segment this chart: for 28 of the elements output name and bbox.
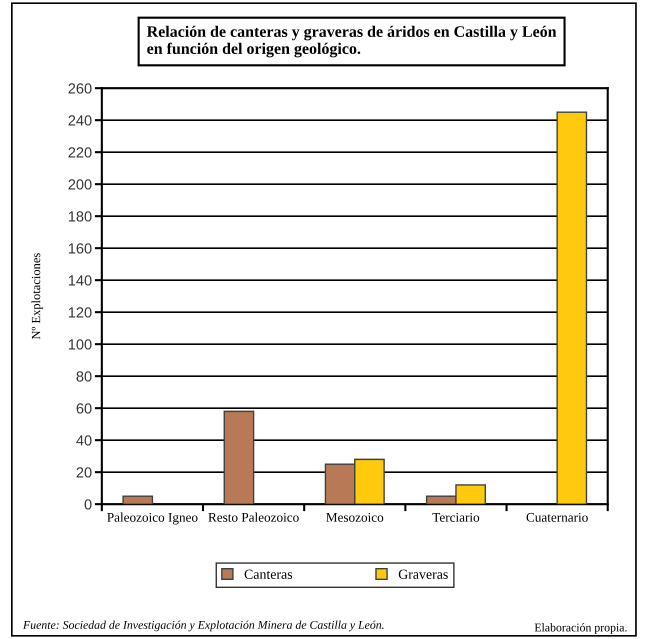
x-tick-label: Cuaternario: [526, 512, 588, 522]
y-tick-label: 260: [68, 83, 92, 94]
y-tick-label: 180: [68, 211, 92, 222]
y-tick-label: 20: [76, 467, 92, 478]
source-note: Fuente: Sociedad de Investigación y Explotación Minera de Castilla y León.: [22, 620, 384, 632]
x-tick-label: Mesozoico: [326, 512, 384, 522]
bar: [556, 111, 588, 504]
y-tick-label: 60: [76, 403, 92, 414]
y-tick-label: 160: [68, 243, 92, 254]
x-tick-label: Terciario: [432, 512, 480, 522]
y-tick-label: 140: [68, 275, 92, 286]
x-tick-label: Paleozoico Igneo: [107, 512, 198, 525]
y-tick-label: 200: [68, 179, 92, 190]
x-tick-label: Resto Paleozoico: [208, 512, 299, 522]
bar: [224, 410, 254, 504]
legend-label: Canteras: [244, 570, 292, 579]
chart-title: Relación de canteras y graveras de áridos en Castilla y León en función del origen geológico.: [146, 26, 556, 58]
y-tick-label: 120: [68, 307, 92, 318]
legend-label: Graveras: [398, 570, 448, 579]
y-tick-label: 40: [76, 435, 92, 446]
y-tick-label: 240: [68, 115, 92, 126]
y-tick-label: 0: [84, 499, 92, 510]
y-tick-label: 220: [68, 147, 92, 158]
bar: [122, 495, 154, 504]
y-tick-label: 100: [68, 339, 92, 350]
y-axis-title: Nº Explotaciones: [31, 253, 43, 340]
y-tick-label: 80: [76, 371, 92, 382]
text: Elaboración propia.: [534, 623, 627, 634]
